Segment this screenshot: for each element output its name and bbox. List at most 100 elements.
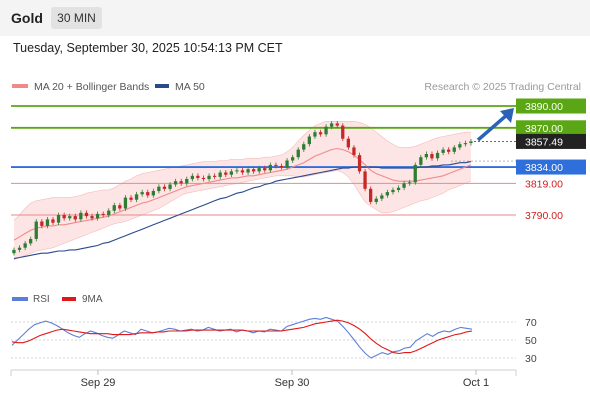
- rsi-panel: 70 50 30: [11, 316, 537, 365]
- x-tick-label-1: Sep 30: [275, 377, 310, 389]
- instrument-title: Gold: [11, 10, 43, 26]
- candle-body: [207, 175, 211, 180]
- candle-body: [213, 175, 217, 177]
- candle-body: [391, 189, 395, 193]
- candle-body: [123, 197, 128, 209]
- candle-body: [17, 247, 22, 250]
- key-levels-layer: 3890.00 3870.00 3834.00 3819.00 3790.00: [11, 98, 586, 222]
- candle-body: [90, 216, 94, 219]
- candle-body: [56, 215, 61, 223]
- bollinger-upper-line: [13, 121, 471, 221]
- ma20-legend-label: MA 20 + Bollinger Bands: [34, 81, 149, 93]
- bollinger-band-layer: [13, 121, 472, 260]
- candle-body: [112, 205, 116, 211]
- candle-body: [40, 221, 44, 226]
- candle-body: [435, 152, 440, 159]
- candle-body: [190, 175, 194, 180]
- candle-body: [257, 168, 261, 172]
- candle-body: [274, 164, 278, 166]
- rsi-ma-line: [11, 319, 473, 355]
- candle-body: [268, 164, 272, 171]
- last-price-label: 3857.49: [525, 136, 563, 148]
- ma50-legend-swatch: [155, 84, 169, 88]
- candle-body: [463, 143, 468, 145]
- candle-body: [134, 194, 139, 200]
- credit-text: Research © 2025 Trading Central: [424, 81, 581, 93]
- candle-body: [307, 136, 311, 145]
- candle-body: [73, 216, 77, 220]
- candle-body: [62, 215, 66, 219]
- candle-body: [68, 216, 72, 219]
- candle-body: [441, 149, 445, 153]
- candle-body: [335, 123, 339, 126]
- candle-body: [151, 191, 155, 196]
- candle-body: [12, 249, 16, 254]
- candle-body: [318, 132, 323, 135]
- candle-body: [419, 157, 423, 165]
- overlay-layer: 3857.49: [451, 108, 586, 162]
- candle-body: [396, 187, 401, 190]
- timeframe-button[interactable]: 30 MIN: [51, 7, 102, 29]
- candle-body: [469, 141, 473, 143]
- candle-body: [302, 144, 306, 150]
- candle-body: [285, 160, 289, 167]
- candle-body: [235, 170, 239, 172]
- candle-body: [324, 126, 328, 135]
- candle-body: [146, 192, 150, 196]
- forecast-arrow-head: [500, 108, 514, 123]
- rsi-ma-legend-label: 9MA: [82, 294, 103, 305]
- candle-body: [224, 172, 228, 175]
- x-tick-label-2: Oct 1: [463, 377, 489, 389]
- candle-body: [229, 171, 233, 175]
- ma20-line: [13, 147, 472, 241]
- timestamp: Tuesday, September 30, 2025 10:54:13 PM …: [13, 41, 283, 55]
- candle-body: [84, 212, 89, 217]
- top-bar: Gold 30 MIN: [0, 0, 590, 36]
- candle-body: [129, 197, 133, 200]
- candle-body: [179, 181, 183, 184]
- level-label-3790.00: 3790.00: [525, 210, 563, 222]
- level-tag-3890.00: [516, 98, 586, 114]
- candle-body: [430, 154, 434, 159]
- candle-body: [101, 213, 105, 215]
- candle-body: [157, 186, 161, 192]
- candle-body: [168, 184, 172, 189]
- candle-body: [263, 168, 267, 171]
- candle-body: [107, 210, 111, 215]
- ma50-legend-label: MA 50: [175, 81, 205, 93]
- x-tick-label-0: Sep 29: [81, 377, 116, 389]
- forecast-arrow-shaft: [476, 112, 510, 142]
- level-tag-3870.00: [516, 120, 586, 136]
- bollinger-band-area: [14, 121, 471, 260]
- candle-body: [313, 132, 317, 137]
- level-tag-3834.00: [516, 159, 586, 175]
- candle-body: [291, 157, 295, 161]
- bollinger-lower-line: [13, 169, 472, 260]
- ma50-line: [13, 161, 472, 260]
- candle-body: [45, 219, 50, 226]
- candle-body: [23, 243, 27, 248]
- rsi-legend-swatch: [12, 297, 28, 301]
- candle-body: [252, 169, 256, 172]
- candle-body: [118, 205, 122, 209]
- ma20-legend-swatch: [12, 84, 28, 88]
- candle-body: [369, 188, 373, 202]
- level-label-3870.00: 3870.00: [525, 123, 563, 135]
- candle-body: [218, 172, 222, 177]
- level-label-3890.00: 3890.00: [525, 101, 563, 113]
- candle-body: [140, 192, 144, 195]
- candle-body: [95, 213, 100, 219]
- moving-average-layer: [13, 147, 472, 260]
- candle-body: [374, 198, 378, 202]
- x-axis-ticks: Sep 29 Sep 30 Oct 1: [81, 370, 489, 389]
- rsi-tick-50: 50: [525, 335, 537, 347]
- candle-body: [246, 169, 250, 173]
- last-price-tag: [516, 133, 586, 149]
- candle-body: [408, 182, 412, 184]
- candles-layer: [12, 121, 473, 256]
- rsi-tick-70: 70: [525, 317, 537, 329]
- candle-body: [357, 155, 362, 172]
- candle-body: [296, 149, 300, 158]
- candle-body: [363, 171, 367, 189]
